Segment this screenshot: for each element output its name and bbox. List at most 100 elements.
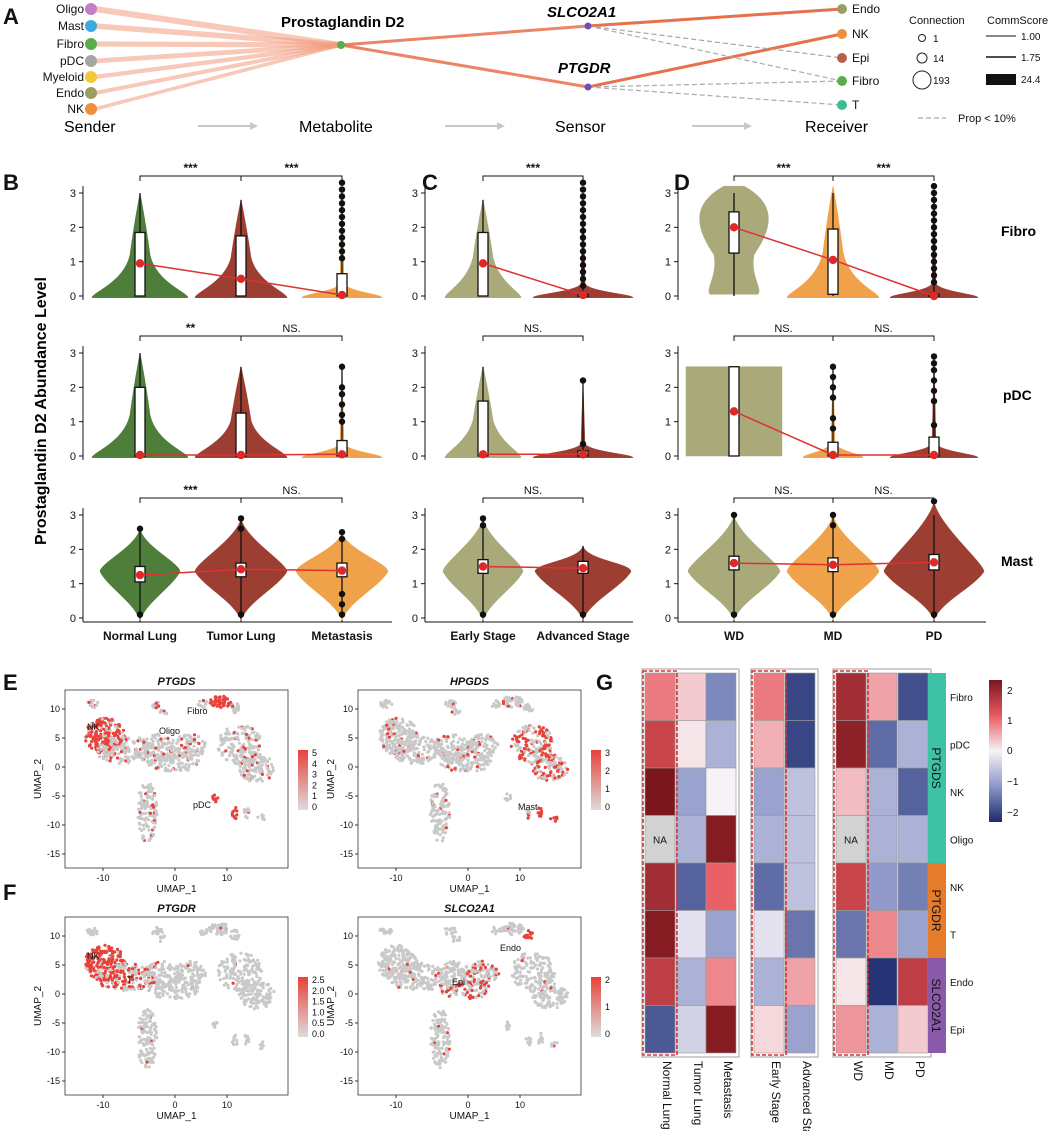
outlier-C-0-1-14 [579, 275, 587, 283]
umap-cell [91, 955, 95, 959]
umap-cell [137, 971, 141, 976]
umap-cell [419, 963, 423, 967]
umap-colorbar-tick-2-3: 1.0 [312, 1007, 325, 1017]
umap-cell [539, 728, 543, 732]
umap-cell [544, 985, 549, 989]
umap-cell [481, 968, 485, 972]
umap-cell [457, 961, 461, 965]
umap-cell [208, 701, 212, 705]
umap-cell [536, 981, 540, 985]
umap-cell [487, 979, 491, 983]
umap-cell [461, 763, 465, 768]
umap-cell [176, 762, 180, 766]
umap-cell [128, 970, 132, 975]
umap-cell [420, 969, 424, 974]
umap-cell [482, 744, 486, 748]
umap-cell [121, 758, 125, 762]
umap-cell [538, 983, 542, 987]
mean-point-B-0-1 [236, 274, 246, 284]
umap-cell [526, 956, 530, 960]
umap-cell [230, 955, 234, 959]
umap-cell [439, 749, 443, 753]
umap-cell [160, 962, 164, 966]
umap-cell [529, 976, 534, 980]
y-tick-label-C-0-2: 2 [412, 222, 418, 234]
umap-cell [218, 700, 222, 704]
mean-point-B-2-0 [135, 570, 145, 580]
umap-colorbar-tick-1-3: 0 [605, 802, 610, 812]
umap-cell [539, 807, 543, 811]
umap-cell [486, 970, 490, 974]
umap-cell [250, 777, 255, 781]
x-label-B-2: Metastasis [311, 629, 373, 643]
flow-dash-ptgdr-fibro [587, 80, 843, 88]
umap-cell [196, 753, 200, 758]
umap-cell [490, 744, 494, 748]
umap-cell [142, 827, 146, 831]
umap-cell [139, 791, 143, 795]
umap-cell [524, 727, 528, 732]
mean-point-C-1-1 [578, 450, 588, 459]
umap-cell [396, 972, 400, 976]
umap-cell [192, 744, 196, 748]
umap-cell [441, 1009, 445, 1013]
umap-cell [238, 768, 242, 772]
outlier-D-1-1-5 [829, 425, 837, 432]
umap-annotation-0-1: Oligo [159, 726, 180, 736]
umap-cell [265, 759, 269, 764]
umap-cell [168, 968, 172, 972]
umap-cell [229, 736, 233, 741]
outlier-D-1-2-6 [930, 421, 938, 429]
umap-cell [417, 760, 421, 764]
umap-cell [146, 1025, 150, 1029]
umap-cell [395, 746, 399, 750]
umap-cell [450, 962, 454, 966]
umap-cell [144, 1021, 148, 1026]
umap-cell [207, 926, 211, 930]
umap-cell [172, 750, 176, 754]
umap-cell [154, 746, 158, 750]
y-tick-label-B-1-2: 2 [70, 382, 76, 394]
umap-cell [443, 831, 448, 835]
umap-cell [157, 758, 161, 762]
umap-cell [532, 989, 536, 993]
umap-cell [384, 699, 388, 703]
outlier-C-1-1-1 [579, 440, 587, 448]
umap-cell [232, 1035, 236, 1039]
umap-cell [460, 744, 464, 748]
outlier-C-0-1-2 [579, 193, 587, 200]
umap-cell [216, 796, 220, 800]
umap-cell [447, 811, 451, 815]
umap-cell [190, 981, 194, 985]
umap-cell [440, 739, 444, 743]
umap-cell [479, 767, 483, 772]
umap-cell [384, 948, 388, 952]
umap-cell [482, 767, 486, 771]
umap-cell [231, 971, 235, 976]
umap-cell [173, 972, 177, 976]
umap-cell [448, 753, 452, 757]
umap-cell [456, 748, 460, 752]
umap-cell [256, 965, 260, 969]
umap-cell [388, 729, 392, 733]
outlier-B-0-2-5 [338, 213, 346, 221]
umap-xtick-label-2-1: 0 [172, 1100, 177, 1110]
umap-cell [225, 697, 230, 701]
umap-cell [519, 749, 524, 753]
stage-arrowhead-3 [744, 122, 752, 130]
umap-cell [87, 744, 91, 748]
umap-cell [150, 1060, 154, 1064]
bracket-D-1 [733, 335, 935, 341]
umap-cell [446, 970, 450, 975]
umap-cell [141, 837, 145, 841]
umap-cell [431, 806, 435, 811]
umap-cell [511, 921, 515, 926]
umap-cell [414, 966, 418, 970]
umap-cell [115, 747, 119, 751]
umap-cell [505, 1023, 509, 1027]
umap-cell [517, 700, 522, 705]
sender-label-endo: Endo [56, 86, 84, 100]
umap-cell [426, 736, 430, 740]
umap-cell [232, 730, 236, 735]
